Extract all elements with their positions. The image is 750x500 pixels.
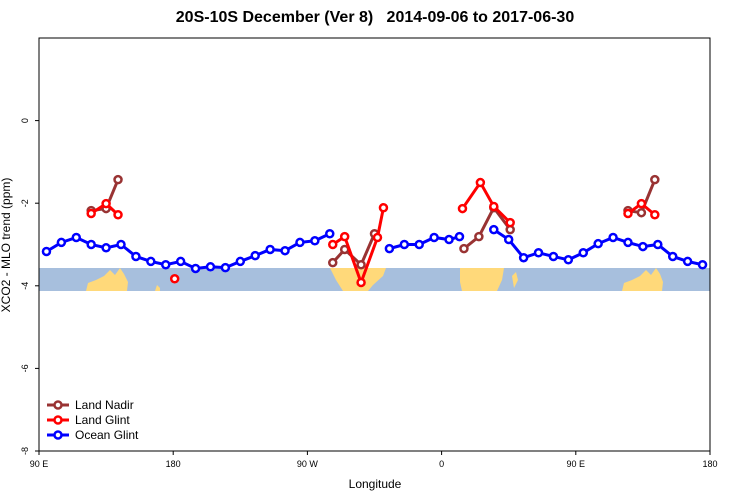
x-tick-label: 0 [439, 459, 444, 469]
y-axis-label: XCO2 - MLO trend (ppm) [0, 178, 13, 313]
point [86, 239, 96, 250]
land [86, 268, 128, 291]
x-tick-label: 180 [702, 459, 717, 469]
chart-title: 20S-10S December (Ver 8) 2014-09-06 to 2… [176, 9, 575, 26]
point [250, 250, 260, 261]
land [622, 268, 663, 291]
point [650, 174, 660, 185]
x-axis-label: Longitude [349, 477, 402, 491]
point [56, 237, 67, 248]
point [71, 232, 82, 243]
point [101, 243, 111, 253]
point [113, 174, 123, 185]
point [505, 217, 515, 228]
point [593, 238, 603, 249]
point [372, 232, 383, 243]
point [356, 259, 366, 270]
point [327, 257, 338, 268]
x-tick-label: 180 [166, 459, 181, 469]
legend-marker [53, 430, 63, 440]
land [155, 285, 160, 291]
y-tick-label: -8 [20, 447, 30, 455]
point [454, 231, 465, 242]
y-tick-label: 0 [20, 118, 30, 123]
point [113, 210, 123, 220]
y-tick-label: -4 [20, 282, 30, 290]
plot-frame [38, 37, 711, 452]
map-strip [39, 268, 710, 291]
point [459, 243, 469, 254]
point [414, 239, 424, 250]
point [169, 274, 180, 284]
point [325, 229, 335, 239]
point [116, 239, 126, 250]
point [503, 234, 514, 245]
point [220, 262, 231, 273]
point [399, 239, 410, 250]
point [41, 246, 52, 257]
point [384, 243, 395, 254]
series [41, 224, 708, 274]
point [146, 256, 156, 267]
point [356, 277, 366, 288]
point [650, 210, 660, 220]
point [265, 244, 275, 255]
series [86, 177, 660, 288]
point [327, 239, 338, 250]
land [460, 268, 504, 291]
point [623, 237, 633, 248]
point [280, 245, 290, 256]
land [512, 272, 518, 288]
point [518, 252, 529, 263]
legend-label: Ocean Glint [75, 428, 139, 442]
point [578, 248, 589, 258]
x-tick-label: 90 W [297, 459, 319, 469]
point [667, 251, 678, 262]
point [310, 236, 320, 246]
point [295, 237, 305, 248]
point [636, 198, 647, 209]
point [457, 203, 468, 214]
point [475, 177, 486, 188]
point [682, 256, 693, 267]
point [378, 202, 389, 213]
point [339, 231, 350, 242]
point [101, 198, 111, 209]
point [429, 232, 439, 243]
point [489, 224, 499, 235]
point [623, 208, 633, 219]
point [563, 255, 574, 265]
point [235, 256, 246, 267]
x-tick-label: 90 E [567, 459, 586, 469]
x-tick-label: 90 E [30, 459, 49, 469]
point [444, 234, 454, 245]
point [175, 256, 186, 267]
legend-marker [53, 400, 63, 410]
point [131, 251, 141, 262]
point [474, 231, 484, 242]
point [160, 259, 171, 270]
point [190, 263, 201, 274]
legend-marker [53, 415, 63, 425]
point [548, 251, 559, 262]
y-tick-label: -2 [20, 199, 30, 207]
point [533, 248, 544, 258]
point [205, 262, 216, 272]
point [697, 259, 708, 270]
y-tick-label: -6 [20, 364, 30, 372]
legend-label: Land Nadir [75, 398, 134, 412]
point [86, 208, 96, 219]
point [653, 239, 663, 250]
point [489, 201, 499, 212]
point [608, 232, 618, 243]
point [636, 207, 647, 218]
point [638, 241, 648, 252]
legend-label: Land Glint [75, 413, 130, 427]
